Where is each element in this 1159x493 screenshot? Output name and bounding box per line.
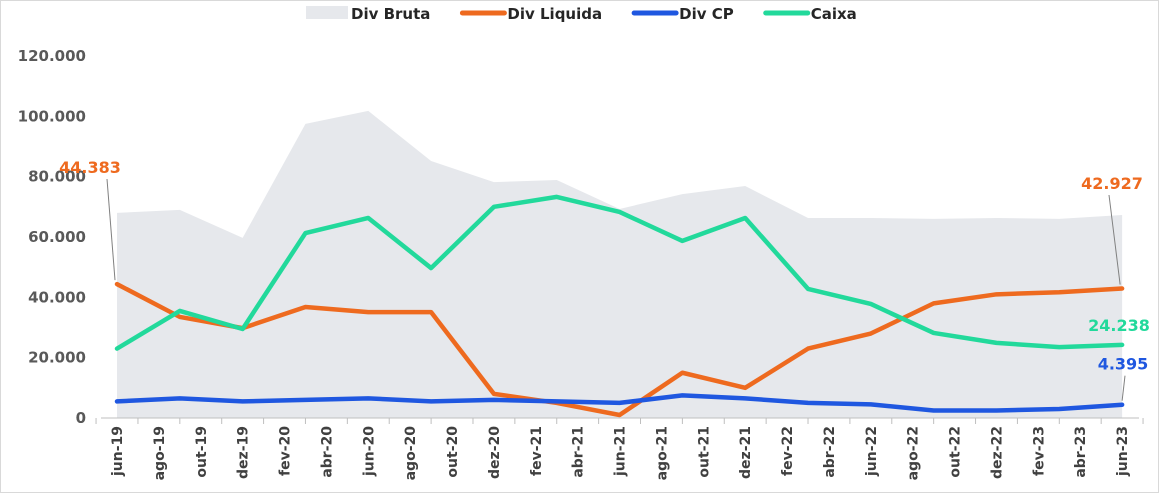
data-label: 42.927 — [1081, 174, 1143, 193]
data-label: 44.383 — [59, 158, 121, 177]
x-tick-label: jun-22 — [864, 426, 880, 477]
legend-label: Div Bruta — [351, 5, 430, 23]
x-tick-label: fev-20 — [278, 426, 294, 476]
x-tick-label: jun-23 — [1115, 426, 1131, 477]
x-tick-label: ago-21 — [654, 426, 670, 480]
x-tick-label: out-21 — [696, 426, 712, 478]
y-tick-label: 20.000 — [28, 349, 86, 367]
x-tick-label: out-20 — [445, 426, 461, 478]
x-tick-label: abr-21 — [571, 426, 587, 478]
x-tick-label: ago-20 — [403, 426, 419, 481]
x-tick-label: jun-20 — [361, 426, 377, 477]
y-tick-label: 0 — [76, 409, 86, 427]
x-tick-label: abr-23 — [1073, 426, 1089, 478]
y-tick-label: 120.000 — [18, 47, 86, 65]
x-tick-label: fev-23 — [1031, 426, 1047, 476]
x-tick-label: dez-19 — [236, 426, 252, 479]
area-div-bruta — [117, 110, 1123, 419]
x-tick-label: dez-22 — [989, 426, 1005, 479]
legend-label: Div Liquida — [507, 5, 602, 23]
x-tick-label: out-19 — [194, 426, 210, 478]
y-tick-label: 80.000 — [28, 168, 86, 186]
leader-line — [1121, 375, 1126, 401]
x-tick-label: abr-22 — [822, 426, 838, 478]
y-tick-label: 100.000 — [18, 107, 86, 125]
x-tick-label: dez-20 — [487, 426, 503, 479]
leader-line — [1108, 194, 1121, 285]
x-tick-label: dez-21 — [738, 426, 754, 479]
y-tick-label: 60.000 — [28, 228, 86, 246]
x-tick-label: fev-21 — [529, 426, 545, 476]
x-tick-label: fev-22 — [780, 426, 796, 476]
line-div-cp — [114, 393, 1125, 413]
x-tick-label: jun-19 — [110, 426, 126, 477]
x-tick-label: abr-20 — [319, 426, 335, 478]
legend-swatch — [306, 6, 348, 19]
x-tick-label: out-22 — [948, 426, 964, 478]
leader-line — [106, 178, 116, 281]
legend-label: Div CP — [679, 5, 734, 23]
x-tick-label: jun-21 — [613, 426, 629, 477]
line-div-liquida — [114, 281, 1125, 418]
line-caixa — [114, 194, 1125, 351]
x-tick-label: ago-19 — [152, 426, 168, 480]
data-label: 4.395 — [1098, 355, 1149, 374]
y-tick-label: 40.000 — [28, 288, 86, 306]
data-label: 24.238 — [1088, 316, 1150, 335]
x-tick-label: ago-22 — [906, 426, 922, 480]
legend-label: Caixa — [811, 5, 857, 23]
